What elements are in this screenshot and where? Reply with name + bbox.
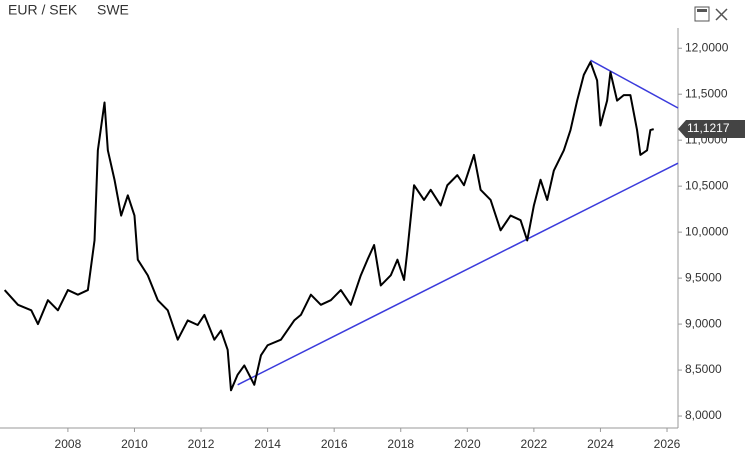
x-tick-label: 2016 (321, 437, 348, 451)
last-price-label: 11,1217 (687, 121, 730, 135)
y-tick-label: 9,0000 (685, 316, 722, 330)
x-tick-label: 2010 (121, 437, 148, 451)
y-tick-label: 12,0000 (685, 40, 729, 54)
chart-subtitle: SWE (97, 2, 129, 18)
maximize-button[interactable] (694, 6, 710, 22)
y-tick-label: 8,5000 (685, 362, 722, 376)
x-tick-label: 2024 (587, 437, 614, 451)
x-tick-label: 2022 (521, 437, 548, 451)
y-tick-label: 10,0000 (685, 224, 729, 238)
chart-title: EUR / SEK (8, 2, 78, 18)
x-tick-label: 2014 (254, 437, 281, 451)
trendline (237, 162, 679, 386)
y-tick-label: 9,5000 (685, 270, 722, 284)
trendline (590, 59, 679, 109)
price-line (3, 61, 654, 392)
x-tick-label: 2008 (55, 437, 82, 451)
x-tick-label: 2026 (654, 437, 681, 451)
y-tick-label: 11,5000 (685, 86, 728, 100)
x-tick-label: 2018 (387, 437, 414, 451)
x-tick-label: 2020 (454, 437, 481, 451)
y-tick-label: 10,5000 (685, 178, 729, 192)
x-tick-label: 2012 (188, 437, 215, 451)
last-price-tag (678, 119, 745, 138)
close-button[interactable] (715, 8, 728, 21)
y-tick-label: 8,0000 (685, 408, 722, 422)
